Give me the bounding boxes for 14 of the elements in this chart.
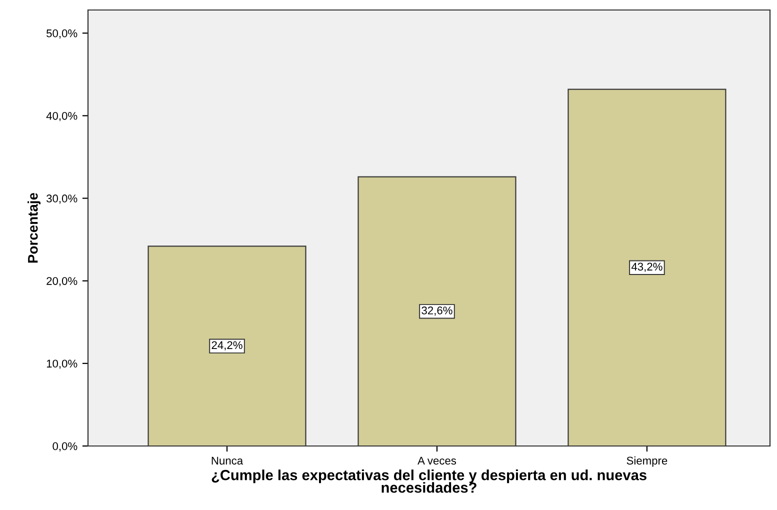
data-label: 24,2% — [212, 341, 242, 350]
y-tick-label: 40,0% — [46, 112, 78, 122]
y-tick-label: 0,0% — [52, 442, 78, 452]
y-axis-title: Porcentaje — [28, 192, 41, 263]
x-axis-title: ¿Cumple las expectativas del cliente y despierta en ud. nuevas necesidades? — [212, 470, 646, 493]
y-tick-label: 20,0% — [46, 277, 78, 286]
y-tick-label: 10,0% — [46, 360, 78, 369]
data-label: 43,2% — [631, 262, 662, 272]
data-label: 32,6% — [422, 306, 452, 316]
x-tick-label: Nunca — [212, 456, 244, 465]
x-tick-label: Siempre — [626, 456, 668, 467]
x-tick-label: A veces — [418, 456, 456, 465]
y-tick-label: 30,0% — [46, 194, 78, 204]
y-tick-label: 50,0% — [46, 29, 78, 39]
